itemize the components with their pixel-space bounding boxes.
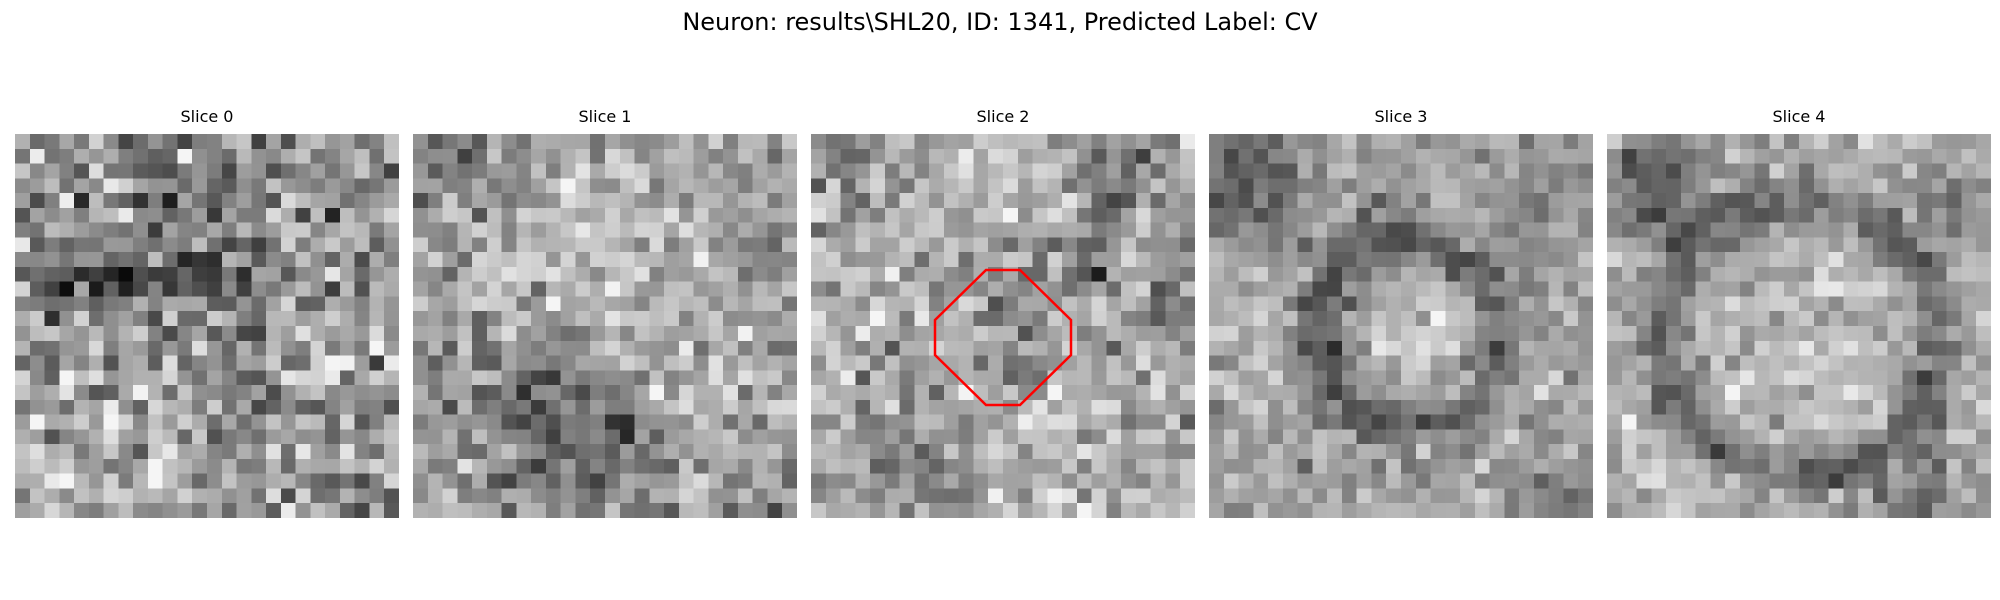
slice-image-2 <box>811 134 1195 518</box>
slice-image-0 <box>15 134 399 518</box>
slice-image-4 <box>1607 134 1991 518</box>
slice-title: Slice 4 <box>1772 107 1826 126</box>
slice-panel-0: Slice 0 <box>15 104 399 518</box>
figure-title: Neuron: results\SHL20, ID: 1341, Predict… <box>682 8 1318 36</box>
slice-panel-3: Slice 3 <box>1209 104 1593 518</box>
slice-image-3 <box>1209 134 1593 518</box>
slice-title: Slice 0 <box>180 107 234 126</box>
slice-panel-4: Slice 4 <box>1607 104 1991 518</box>
slice-title: Slice 1 <box>578 107 632 126</box>
slice-image-1 <box>413 134 797 518</box>
slice-panel-2: Slice 2 <box>811 104 1195 518</box>
slice-title: Slice 2 <box>976 107 1030 126</box>
slice-panel-1: Slice 1 <box>413 104 797 518</box>
slice-title: Slice 3 <box>1374 107 1428 126</box>
